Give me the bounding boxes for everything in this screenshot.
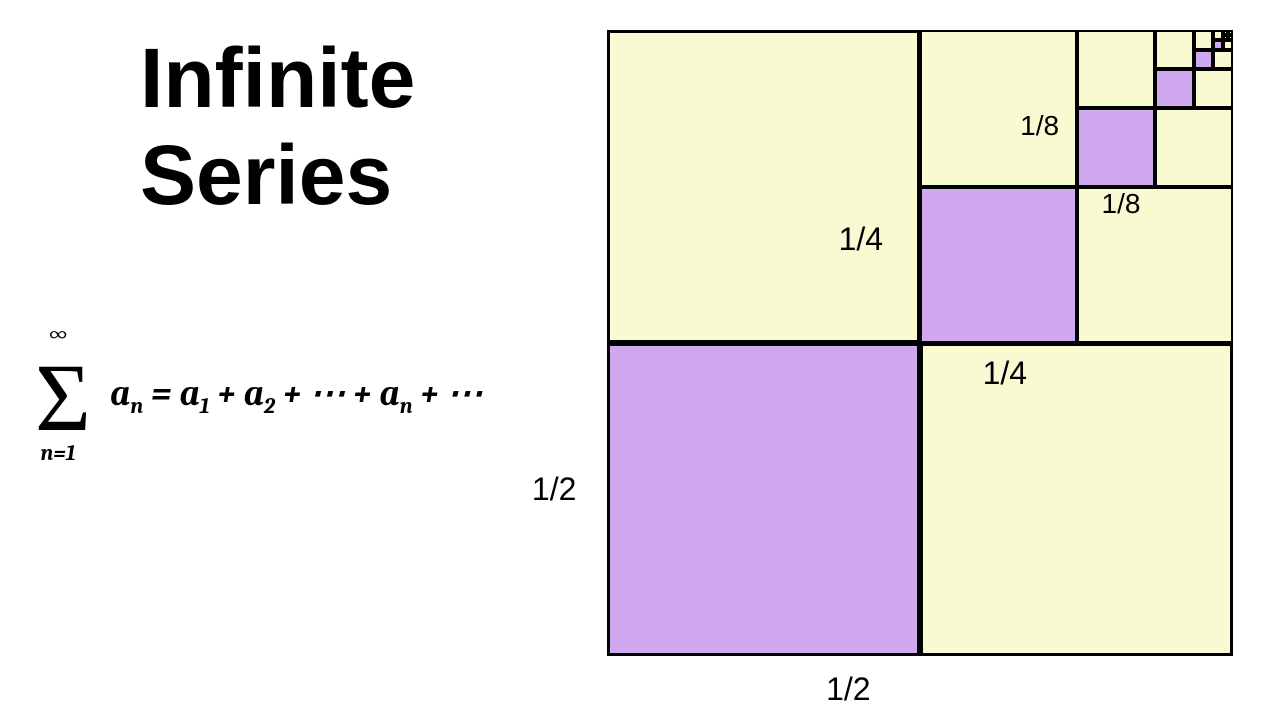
diagram-cell xyxy=(1194,30,1214,50)
title: Infinite Series xyxy=(140,30,415,223)
title-line-2: Series xyxy=(140,128,392,222)
diagram-cell xyxy=(1213,50,1233,70)
fraction-label: 1/8 xyxy=(1102,188,1141,220)
diagram-cell xyxy=(1228,35,1233,40)
diagram-cell xyxy=(1213,30,1223,40)
diagram-cell xyxy=(1228,30,1233,35)
fraction-label: 1/8 xyxy=(1020,110,1059,142)
sigma-symbol: Σ xyxy=(35,344,91,454)
diagram-cell xyxy=(1077,187,1234,344)
diagram-cell xyxy=(607,30,920,343)
diagram-cell xyxy=(1194,50,1214,70)
fraction-label: 1/4 xyxy=(839,221,883,258)
diagram-cell xyxy=(1077,108,1155,186)
diagram-cell xyxy=(1155,69,1194,108)
formula-body: an = a1 + a2 + ⋯ + an + ⋯ xyxy=(110,373,483,419)
sum-lower: n=1 xyxy=(41,440,76,466)
diagram-cell xyxy=(607,343,920,656)
diagram-cell xyxy=(920,343,1233,656)
title-line-1: Infinite xyxy=(140,31,415,125)
diagram-cell xyxy=(1194,69,1233,108)
diagram-cell xyxy=(920,30,1077,187)
diagram-cell xyxy=(1155,30,1194,69)
formula: ∞ Σ n=1 an = a1 + a2 + ⋯ + an + ⋯ xyxy=(15,320,575,470)
diagram-cell xyxy=(920,187,1077,344)
fraction-label: 1/2 xyxy=(532,471,576,508)
fraction-label: 1/4 xyxy=(983,355,1027,392)
diagram-cell xyxy=(1155,108,1233,186)
geometric-series-diagram: 1/21/21/41/41/81/8 xyxy=(607,30,1233,656)
fraction-label: 1/2 xyxy=(826,671,870,708)
diagram-cell xyxy=(1077,30,1155,108)
diagram-cell xyxy=(1223,40,1233,50)
diagram-cell xyxy=(1213,40,1223,50)
